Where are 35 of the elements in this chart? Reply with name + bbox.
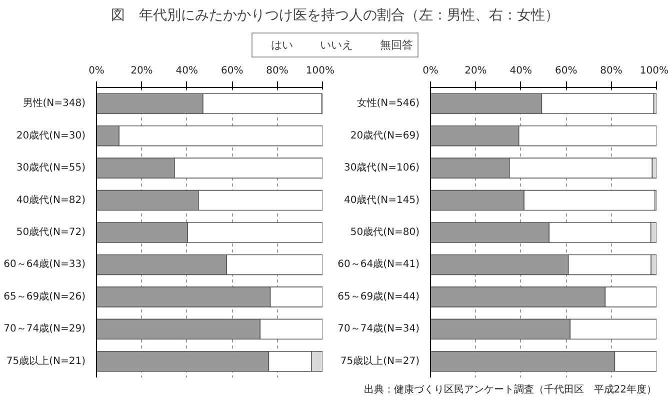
x-tick-label: 0% [422, 66, 438, 76]
y-tick-label: 男性(N=348) [22, 97, 86, 110]
x-tick-label: 40% [176, 66, 198, 76]
text: はい [271, 38, 293, 52]
x-tick-label: 20% [464, 66, 487, 76]
y-tick-label: 75歳以上(N=27) [340, 354, 420, 367]
x-tick-label: 40% [510, 66, 532, 76]
y-tick-label: 65～69歳(N=44) [338, 290, 420, 302]
y-tick-label: 30歳代(N=55) [16, 162, 86, 174]
y-tick-label: 20歳代(N=30) [16, 129, 86, 142]
y-tick-label: 女性(N=546) [356, 97, 420, 110]
y-tick-label: 75歳以上(N=21) [6, 354, 86, 367]
y-tick-label: 30歳代(N=106) [344, 162, 420, 174]
x-tick-label: 60% [220, 66, 244, 76]
y-tick-label: 70～74歳(N=34) [338, 322, 420, 335]
x-tick-label: 20% [130, 66, 153, 76]
text: 無回答 [380, 38, 413, 52]
y-tick-label: 60～64歳(N=41) [338, 258, 420, 270]
y-tick-label: 65～69歳(N=26) [4, 290, 86, 302]
y-tick-label: 50歳代(N=72) [16, 226, 86, 238]
y-tick-label: 50歳代(N=80) [350, 226, 420, 238]
y-tick-label: 40歳代(N=145) [344, 194, 420, 206]
x-tick-label: 0% [88, 66, 104, 76]
x-tick-label: 60% [554, 66, 578, 76]
y-tick-label: 20歳代(N=69) [350, 129, 420, 142]
chart-title: 図 年代別にみたかかりつけ医を持つ人の割合（左：男性、右：女性） [111, 8, 559, 24]
text: いいえ [320, 38, 353, 52]
x-tick-label: 80% [600, 66, 622, 76]
x-tick-label: 100% [640, 66, 669, 76]
source-note: 出典：健康づくり区民アンケート調査（千代田区 平成22年度） [364, 384, 657, 396]
x-tick-label: 80% [266, 66, 288, 76]
y-tick-label: 40歳代(N=82) [16, 194, 86, 206]
y-tick-label: 60～64歳(N=33) [4, 258, 86, 270]
x-tick-label: 100% [306, 66, 335, 76]
y-tick-label: 70～74歳(N=29) [4, 322, 86, 335]
